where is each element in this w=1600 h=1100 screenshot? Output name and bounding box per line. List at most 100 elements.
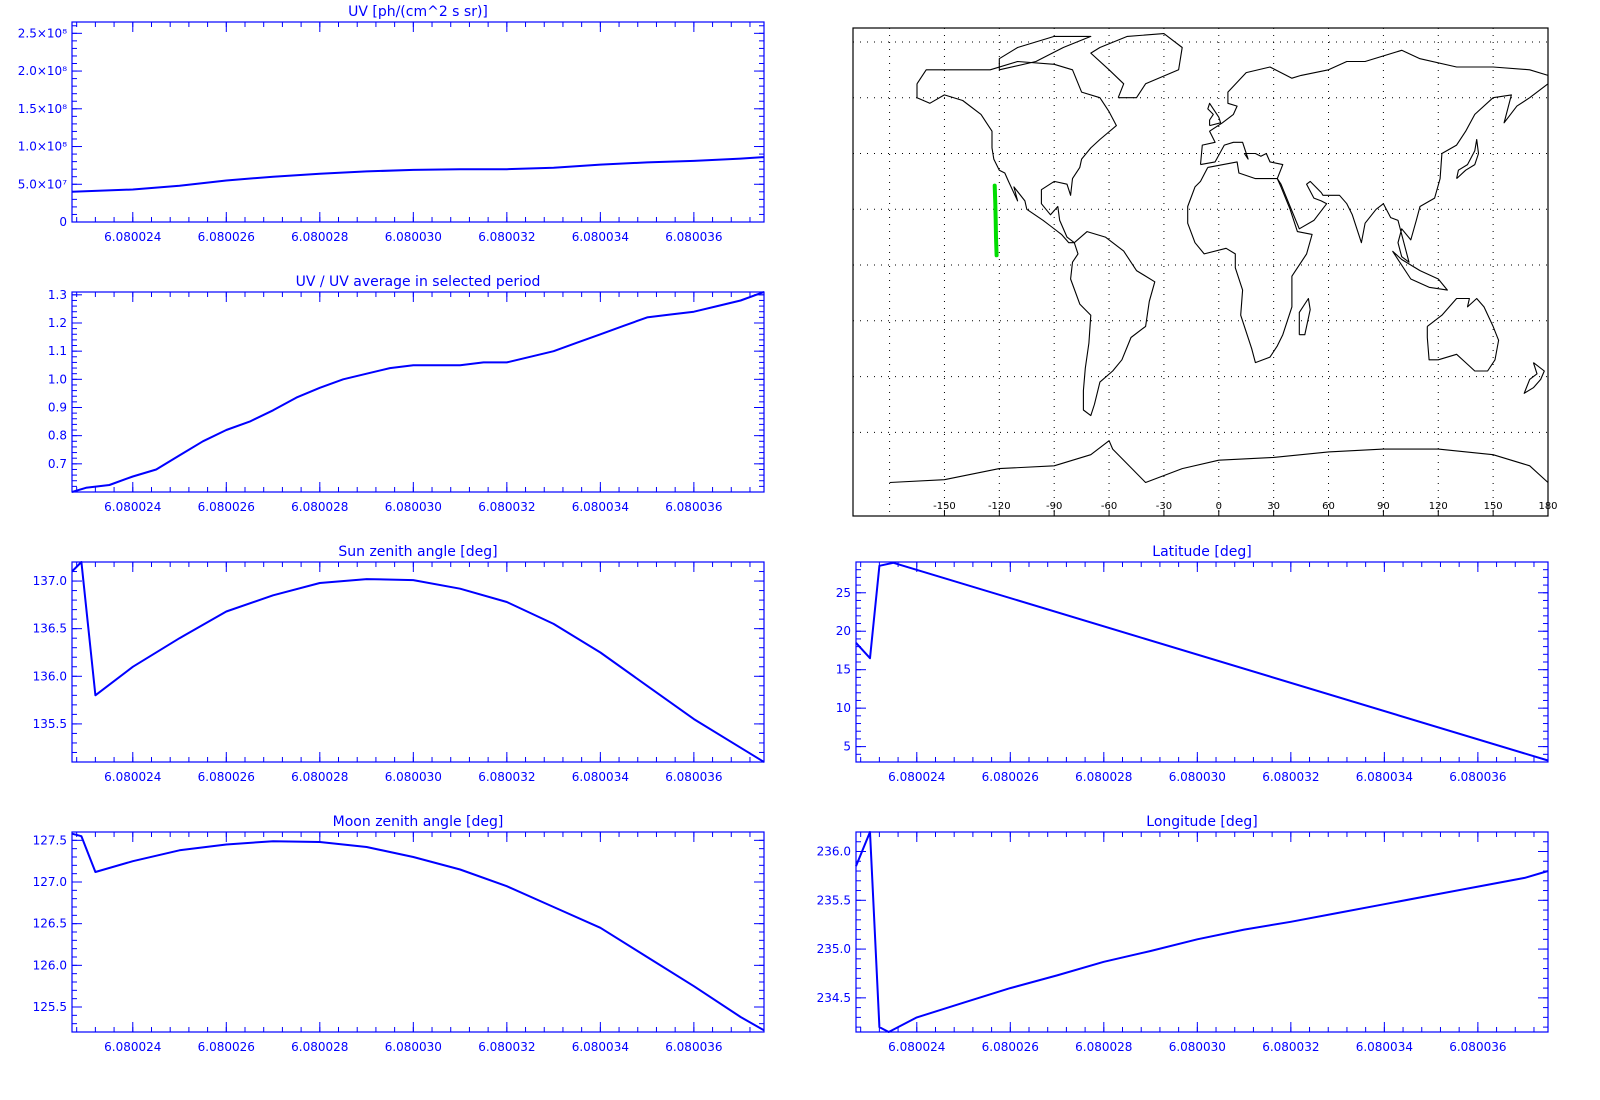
y-tick-label: 2.5×10⁸ (18, 26, 67, 40)
sza-chart-title: Sun zenith angle [deg] (338, 544, 497, 560)
y-tick-label: 136.0 (33, 669, 67, 683)
x-tick-label: 6.080032 (478, 770, 535, 784)
map-lon-tick-label: -30 (1156, 501, 1172, 512)
x-tick-label: 6.080030 (385, 1040, 442, 1054)
south-america-coast (1070, 231, 1156, 417)
sza-chart: Sun zenith angle [deg] 6.080024 6.080026 6.… (33, 544, 765, 784)
x-tick-label: 6.080030 (1169, 1040, 1226, 1054)
x-tick-label: 6.080036 (665, 500, 722, 514)
x-tick-label: 6.080026 (982, 1040, 1039, 1054)
map-lon-tick-label: 0 (1216, 501, 1222, 512)
y-tick-label: 136.5 (33, 622, 67, 636)
ratio-series-line (71, 291, 765, 493)
arctic-islands-coast (998, 35, 1092, 71)
y-tick-label: 126.5 (33, 917, 67, 931)
map-lon-tick-label: -60 (1101, 501, 1117, 512)
x-tick-label: 6.080030 (385, 230, 442, 244)
y-tick-label: 235.0 (817, 942, 851, 956)
latitude-series-line (855, 561, 1549, 762)
y-tick-label: 125.5 (33, 1000, 67, 1014)
x-tick-label: 6.080036 (1449, 1040, 1506, 1054)
x-tick-label: 6.080024 (104, 1040, 161, 1054)
uv-chart: UV [ph/(cm^2 s sr)] 6.080024 6.080026 6.080… (18, 4, 765, 244)
uk-coast (1207, 102, 1222, 127)
x-tick-label: 6.080026 (198, 500, 255, 514)
x-tick-label: 6.080026 (198, 1040, 255, 1054)
x-tick-label: 6.080032 (478, 500, 535, 514)
y-tick-label: 1.0 (48, 372, 67, 386)
y-tick-label: 137.0 (33, 574, 67, 588)
x-tick-label: 6.080034 (1356, 1040, 1413, 1054)
new-zealand-coast (1523, 362, 1545, 394)
x-tick-label: 6.080024 (104, 770, 161, 784)
x-tick-label: 6.080024 (888, 770, 945, 784)
map-lon-tick-label: -150 (933, 501, 956, 512)
longitude-chart-title: Longitude [deg] (1146, 814, 1257, 830)
x-tick-label: 6.080036 (1449, 770, 1506, 784)
y-tick-label: 5 (843, 740, 851, 754)
x-tick-label: 6.080030 (385, 770, 442, 784)
madagascar-coast (1298, 297, 1311, 336)
x-tick-label: 6.080028 (1075, 770, 1132, 784)
x-tick-label: 6.080034 (1356, 770, 1413, 784)
x-tick-label: 6.080026 (982, 770, 1039, 784)
mza-chart: Moon zenith angle [deg] 6.080024 6.080026 6… (33, 814, 765, 1054)
y-tick-label: 2.0×10⁸ (18, 64, 67, 78)
australia-coast (1426, 297, 1500, 372)
mza-series-line (71, 832, 765, 1032)
x-tick-label: 6.080024 (888, 1040, 945, 1054)
uv-plot-frame (71, 21, 765, 223)
antarctica-coast (889, 440, 1549, 484)
x-tick-label: 6.080024 (104, 500, 161, 514)
y-tick-label: 10 (836, 701, 851, 715)
longitude-plot-frame (855, 831, 1549, 1033)
map-lon-tick-label: 90 (1377, 501, 1390, 512)
x-tick-label: 6.080028 (291, 230, 348, 244)
x-tick-label: 6.080030 (1169, 770, 1226, 784)
x-tick-label: 6.080028 (291, 500, 348, 514)
x-tick-label: 6.080034 (572, 1040, 629, 1054)
y-tick-label: 0.8 (48, 429, 67, 443)
map-lon-tick-label: 60 (1322, 501, 1335, 512)
y-tick-label: 1.1 (48, 344, 67, 358)
map-lon-tick-label: 30 (1267, 501, 1280, 512)
ratio-plot-frame (71, 291, 765, 493)
y-tick-label: 127.5 (33, 833, 67, 847)
x-tick-label: 6.080034 (572, 230, 629, 244)
x-tick-label: 6.080026 (198, 770, 255, 784)
y-tick-label: 1.2 (48, 316, 67, 330)
x-tick-label: 6.080032 (478, 230, 535, 244)
y-tick-label: 1.3 (48, 288, 67, 302)
north-america-coast (916, 60, 1117, 244)
africa-coast (1187, 161, 1313, 364)
sza-plot-frame (71, 561, 765, 763)
japan-coast (1456, 138, 1480, 180)
x-tick-label: 6.080026 (198, 230, 255, 244)
latitude-chart-title: Latitude [deg] (1152, 544, 1251, 560)
ratio-chart-title: UV / UV average in selected period (296, 274, 541, 290)
x-tick-label: 6.080036 (665, 770, 722, 784)
y-tick-label: 0 (59, 215, 67, 229)
ratio-chart: UV / UV average in selected period 6.0800… (48, 274, 765, 514)
x-tick-label: 6.080028 (291, 770, 348, 784)
longitude-chart: Longitude [deg] 6.080024 6.080026 6.080028 6… (817, 814, 1549, 1054)
sza-series-line (71, 561, 765, 763)
mza-plot-frame (71, 831, 765, 1033)
map-lon-tick-label: 120 (1429, 501, 1448, 512)
uv-series-line (71, 156, 765, 193)
satellite-ground-track (992, 183, 999, 258)
mza-chart-title: Moon zenith angle [deg] (333, 814, 504, 830)
latitude-chart: Latitude [deg] 6.080024 6.080026 6.080028 6.… (836, 544, 1549, 784)
x-tick-label: 6.080024 (104, 230, 161, 244)
x-tick-label: 6.080032 (1262, 770, 1319, 784)
map-lon-tick-label: -90 (1046, 501, 1062, 512)
x-tick-label: 6.080028 (291, 1040, 348, 1054)
y-tick-label: 236.0 (817, 845, 851, 859)
map-frame (852, 27, 1549, 517)
y-tick-label: 5.0×10⁷ (18, 177, 67, 191)
y-tick-label: 135.5 (33, 717, 67, 731)
x-tick-label: 6.080034 (572, 500, 629, 514)
y-tick-label: 1.5×10⁸ (18, 102, 67, 116)
world-map-panel: -150 -120 -90 -60 -30 0 30 60 90 120 150 180 (852, 27, 1558, 517)
